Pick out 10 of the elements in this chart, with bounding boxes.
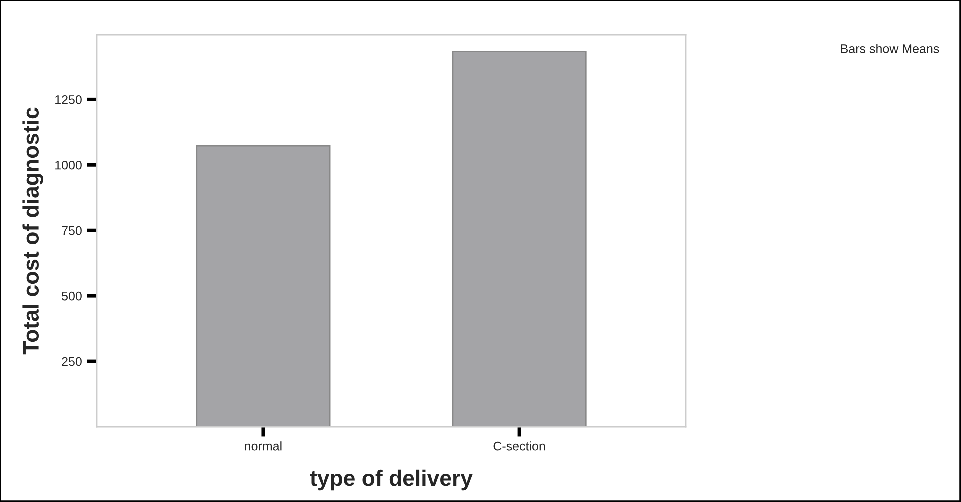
y-tick-label: 750 (62, 226, 82, 236)
y-tick-label: 1250 (56, 95, 82, 104)
y-tick-label: 250 (62, 357, 82, 366)
x-tick-label: normal (245, 442, 282, 451)
x-axis-title: type of delivery (310, 470, 473, 491)
y-tick-label: 1000 (56, 160, 82, 170)
text: Bars show Means (841, 44, 940, 54)
y-axis-title: Total cost of diagnostic (22, 108, 44, 355)
y-tick-label: 500 (62, 292, 82, 301)
x-tick-label: C-section (494, 442, 546, 451)
